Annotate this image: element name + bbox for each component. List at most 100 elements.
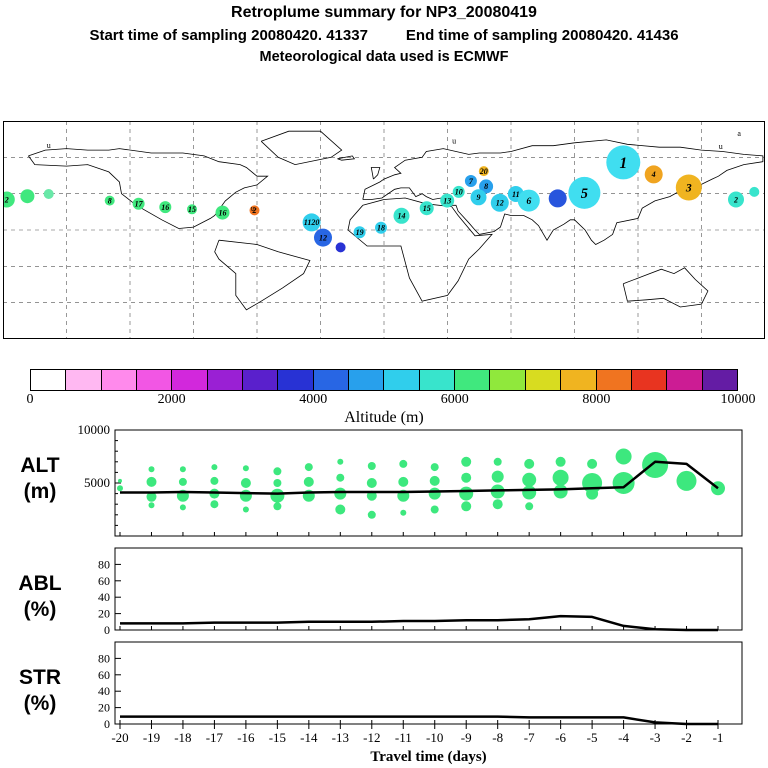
x-tick-label: -3 (650, 730, 661, 745)
alt-bubble (148, 502, 155, 509)
map-bubble-label: 1120 (304, 218, 320, 227)
colorbar-segment (596, 370, 632, 390)
colorbar-tick-label: 0 (26, 392, 34, 407)
colorbar-tick-label: 4000 (299, 392, 328, 407)
map-letter-marker: u (47, 141, 51, 150)
map-bubble (104, 195, 115, 206)
x-tick-label: -14 (300, 730, 318, 745)
coastline (362, 139, 764, 245)
map-bubble (478, 166, 489, 177)
x-tick-label: -2 (681, 730, 692, 745)
map-bubble-label: 10 (455, 188, 463, 197)
map-bubble-label: 19 (356, 228, 364, 237)
alt-bubble (366, 478, 377, 488)
alt-bubble (211, 464, 218, 471)
alt-bubble (552, 469, 569, 486)
map-bubble (728, 191, 744, 208)
alt-bubble (461, 501, 472, 512)
x-tick-label: -20 (111, 730, 128, 745)
map-bubble (375, 221, 387, 234)
map-bubble-label: 6 (526, 196, 531, 207)
x-tick-label: -13 (332, 730, 349, 745)
alt-axis-title: (m) (24, 480, 57, 503)
x-tick-label: -7 (524, 730, 535, 745)
alt-bubble (586, 487, 599, 500)
colorbar-segment (384, 370, 420, 390)
map-bubble-label: 20 (479, 167, 488, 176)
map-bubble (675, 174, 702, 201)
map-bubble-label: 12 (319, 233, 327, 242)
alt-bubble (239, 489, 252, 502)
figure-title: Retroplume summary for NP3_20080419 (231, 4, 537, 21)
alt-bubble (148, 466, 155, 473)
map-bubble (568, 176, 601, 209)
abl-line (120, 614, 718, 632)
world-map-panel: 2 8 17 16 15 16 2 1120 12 19 18 14 15 13 10 7 8 9 12 11 20 6 5… (0, 121, 765, 339)
colorbar-segment (455, 370, 491, 390)
x-axis-label: Travel time (days) (370, 749, 486, 765)
map-bubble (215, 205, 230, 220)
colorbar-segment (631, 370, 668, 390)
alt-bubble (210, 500, 219, 509)
colorbar-segment (137, 370, 173, 390)
map-bubble (132, 197, 145, 210)
alt-bubble (555, 456, 566, 467)
map-bubble (335, 242, 346, 253)
y-tick-label: 5000 (84, 475, 110, 490)
colorbar-segment (561, 370, 597, 390)
y-tick-label: 20 (98, 607, 110, 621)
coastline (337, 155, 356, 161)
str-axis-title: STR (19, 666, 61, 689)
map-bubble-label: 1 (619, 155, 627, 172)
alt-bubble (430, 505, 439, 514)
alt-bubble (273, 479, 282, 487)
alt-bubble (430, 463, 439, 472)
alt-bubble (179, 466, 186, 473)
timeseries-panels: 5000 10000 ALT (m) 0 20 40 60 80 ABL (%) 0 20 40 60 80 S… (0, 420, 768, 768)
map-bubble-label: 16 (161, 203, 169, 212)
alt-bubble (146, 491, 157, 502)
map-bubble (440, 193, 455, 208)
map-bubble (159, 201, 172, 214)
map-letter-marker: u (719, 142, 723, 151)
y-tick-label: 40 (98, 590, 110, 604)
x-tick-label: -17 (206, 730, 224, 745)
abl-axis-title: (%) (24, 598, 57, 621)
map-bubble (314, 228, 332, 247)
alt-bubble (303, 476, 314, 487)
alt-axis-title: ALT (20, 454, 59, 477)
str-panel-border (114, 641, 743, 725)
colorbar-tick-label: 2000 (157, 392, 186, 407)
alt-panel-border (114, 429, 743, 537)
str-line (120, 715, 718, 726)
start-time-label: Start time of sampling 20080420. 41337 (89, 27, 368, 44)
alt-bubble (524, 458, 535, 469)
y-tick-label: 0 (104, 717, 110, 731)
coastline (260, 130, 343, 166)
colorbar-segment (349, 370, 385, 390)
alt-bubble (304, 463, 313, 472)
alt-bubble (336, 473, 345, 482)
sampling-times: Start time of sampling 20080420. 41337 E… (0, 27, 768, 44)
x-tick-label: -18 (174, 730, 191, 745)
x-tick-label: -4 (618, 730, 629, 745)
coastline (622, 267, 709, 308)
map-bubble-label: 8 (484, 182, 488, 191)
map-bubble (749, 186, 760, 197)
map-bubble-label: 14 (398, 212, 406, 221)
timeseries-charts: 5000 10000 ALT (m) 0 20 40 60 80 ABL (%) 0 20 40 60 80 S… (18, 422, 743, 765)
map-bubble-label: 4 (651, 170, 656, 179)
y-tick-label: 0 (104, 623, 110, 637)
colorbar-segment (207, 370, 244, 390)
alt-bubble (335, 504, 346, 515)
map-letter-marker: u (251, 204, 255, 213)
alt-bubble (117, 485, 123, 492)
alt-bubble (400, 509, 407, 516)
map-bubble (452, 185, 465, 198)
alt-bubble (337, 458, 344, 465)
coastline (347, 197, 493, 302)
alt-line (120, 460, 719, 495)
coastline (28, 148, 269, 229)
y-tick-label: 10000 (78, 422, 111, 437)
